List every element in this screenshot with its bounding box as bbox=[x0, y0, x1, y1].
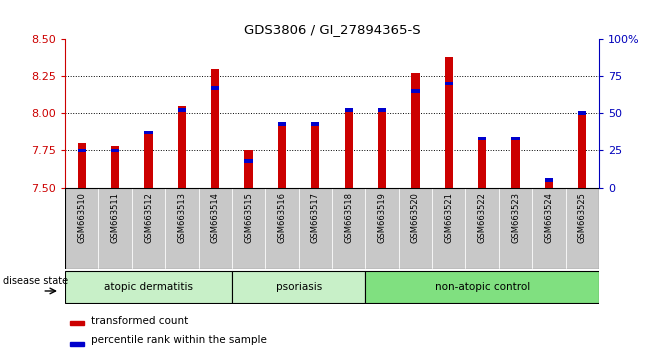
Text: GSM663513: GSM663513 bbox=[177, 192, 186, 243]
Bar bbox=[244, 159, 253, 163]
FancyBboxPatch shape bbox=[132, 188, 165, 269]
FancyBboxPatch shape bbox=[432, 188, 465, 269]
FancyBboxPatch shape bbox=[332, 188, 365, 269]
Bar bbox=[77, 149, 86, 152]
Bar bbox=[145, 131, 153, 135]
Text: GSM663510: GSM663510 bbox=[77, 192, 87, 242]
Text: GSM663525: GSM663525 bbox=[577, 192, 587, 242]
Text: GSM663514: GSM663514 bbox=[211, 192, 220, 242]
Bar bbox=[578, 113, 587, 188]
Bar bbox=[411, 89, 420, 93]
Text: percentile rank within the sample: percentile rank within the sample bbox=[90, 335, 267, 346]
Text: GSM663511: GSM663511 bbox=[111, 192, 120, 242]
FancyBboxPatch shape bbox=[299, 188, 332, 269]
Text: psoriasis: psoriasis bbox=[275, 282, 322, 292]
Bar bbox=[478, 137, 486, 141]
Bar bbox=[545, 178, 553, 182]
Bar bbox=[178, 106, 186, 188]
Bar bbox=[311, 124, 320, 188]
Bar bbox=[111, 149, 119, 152]
Bar bbox=[211, 86, 219, 90]
Text: transformed count: transformed count bbox=[90, 315, 188, 326]
FancyBboxPatch shape bbox=[465, 188, 499, 269]
Bar bbox=[278, 124, 286, 188]
Bar bbox=[145, 133, 153, 188]
Bar bbox=[545, 180, 553, 188]
FancyBboxPatch shape bbox=[232, 188, 266, 269]
Bar bbox=[344, 110, 353, 188]
Bar bbox=[70, 321, 84, 325]
Text: GSM663523: GSM663523 bbox=[511, 192, 520, 243]
Bar bbox=[211, 69, 219, 188]
FancyBboxPatch shape bbox=[98, 188, 132, 269]
Text: disease state: disease state bbox=[3, 276, 68, 286]
Bar bbox=[111, 146, 119, 188]
Text: GSM663516: GSM663516 bbox=[277, 192, 286, 243]
Bar bbox=[445, 82, 453, 85]
FancyBboxPatch shape bbox=[499, 188, 533, 269]
Text: non-atopic control: non-atopic control bbox=[434, 282, 530, 292]
FancyBboxPatch shape bbox=[65, 271, 232, 303]
FancyBboxPatch shape bbox=[232, 271, 365, 303]
Bar bbox=[478, 137, 486, 188]
FancyBboxPatch shape bbox=[266, 188, 299, 269]
Text: GSM663521: GSM663521 bbox=[444, 192, 453, 242]
Bar bbox=[511, 137, 519, 141]
Bar bbox=[311, 122, 320, 126]
Text: GSM663517: GSM663517 bbox=[311, 192, 320, 243]
FancyBboxPatch shape bbox=[566, 188, 599, 269]
Text: GSM663512: GSM663512 bbox=[144, 192, 153, 242]
Text: GSM663522: GSM663522 bbox=[478, 192, 487, 242]
Bar bbox=[244, 150, 253, 188]
Bar bbox=[511, 137, 519, 188]
FancyBboxPatch shape bbox=[533, 188, 566, 269]
Bar bbox=[578, 112, 587, 115]
Bar bbox=[77, 143, 86, 188]
Bar bbox=[70, 342, 84, 346]
Bar bbox=[445, 57, 453, 188]
Text: GSM663518: GSM663518 bbox=[344, 192, 353, 243]
FancyBboxPatch shape bbox=[165, 188, 199, 269]
FancyBboxPatch shape bbox=[199, 188, 232, 269]
Bar bbox=[378, 109, 386, 188]
Bar bbox=[411, 73, 420, 188]
Title: GDS3806 / GI_27894365-S: GDS3806 / GI_27894365-S bbox=[243, 23, 421, 36]
FancyBboxPatch shape bbox=[399, 188, 432, 269]
Bar bbox=[278, 122, 286, 126]
Text: GSM663520: GSM663520 bbox=[411, 192, 420, 242]
FancyBboxPatch shape bbox=[365, 188, 399, 269]
FancyBboxPatch shape bbox=[365, 271, 599, 303]
Text: GSM663519: GSM663519 bbox=[378, 192, 387, 242]
Text: GSM663515: GSM663515 bbox=[244, 192, 253, 242]
Bar bbox=[344, 108, 353, 112]
FancyBboxPatch shape bbox=[65, 188, 98, 269]
Text: atopic dermatitis: atopic dermatitis bbox=[104, 282, 193, 292]
Bar bbox=[178, 108, 186, 112]
Bar bbox=[378, 108, 386, 112]
Text: GSM663524: GSM663524 bbox=[544, 192, 553, 242]
